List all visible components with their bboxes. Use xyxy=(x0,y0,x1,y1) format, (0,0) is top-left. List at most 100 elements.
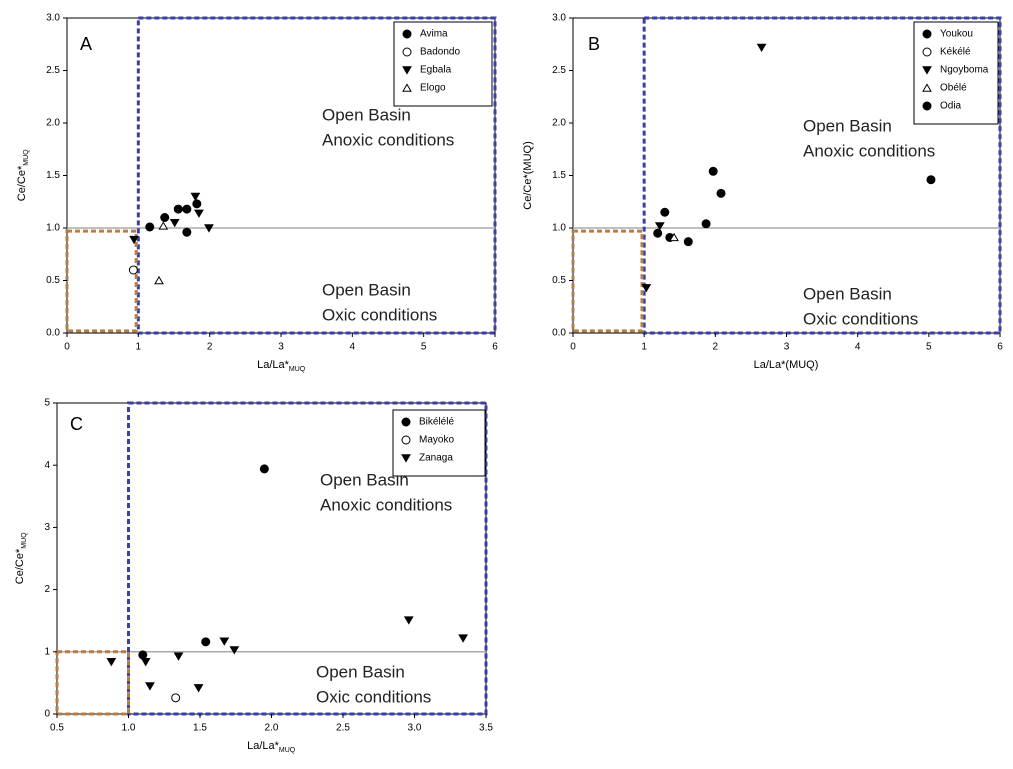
legend-label: Bikélélé xyxy=(419,417,454,428)
annotation: Anoxic conditions xyxy=(803,141,935,160)
y-tick-label: 3 xyxy=(44,522,50,533)
marker xyxy=(190,192,201,202)
marker xyxy=(229,646,240,655)
legend-label: Ngoyboma xyxy=(940,65,989,76)
y-tick-label: 0 xyxy=(44,709,50,720)
marker xyxy=(403,616,414,625)
legend-marker xyxy=(922,101,932,111)
marker xyxy=(169,219,180,228)
x-tick-label: 4 xyxy=(350,342,356,353)
y-tick-label: 2.0 xyxy=(46,118,60,129)
y-tick-label: 4 xyxy=(44,460,50,471)
y-tick-label: 1 xyxy=(44,646,50,657)
legend-marker xyxy=(402,47,412,57)
region xyxy=(642,16,1002,335)
y-tick-label: 2.5 xyxy=(46,65,60,76)
annotation: Anoxic conditions xyxy=(322,130,454,149)
y-tick-label: 0.5 xyxy=(46,275,60,286)
legend-marker xyxy=(401,435,411,445)
x-tick-label: 2.0 xyxy=(265,723,279,734)
marker xyxy=(173,652,184,661)
legend-label: Zanaga xyxy=(419,453,453,464)
legend-marker xyxy=(402,29,412,39)
legend-marker xyxy=(922,47,932,57)
panel-label: B xyxy=(588,34,600,54)
x-axis-label: La/La* xyxy=(257,359,290,371)
legend-label: Badondo xyxy=(420,47,460,58)
x-axis-label: La/La* xyxy=(247,740,280,752)
y-axis-label: Ce/Ce*(MUQ) xyxy=(522,141,534,209)
marker xyxy=(641,284,652,293)
y-tick-label: 2 xyxy=(44,584,50,595)
marker xyxy=(926,175,936,185)
y-axis-label: Ce/Ce* xyxy=(16,165,28,201)
marker xyxy=(653,228,663,238)
region xyxy=(127,401,488,716)
x-tick-label: 3 xyxy=(278,342,284,353)
x-tick-label: 1.0 xyxy=(122,723,136,734)
legend-label: Youkou xyxy=(940,29,973,40)
marker xyxy=(129,235,139,245)
legend-marker xyxy=(922,29,932,39)
y-tick-label: 5 xyxy=(44,398,50,409)
x-tick-label: 0 xyxy=(570,342,576,353)
x-tick-label: 5 xyxy=(421,342,427,353)
marker xyxy=(138,650,148,660)
marker xyxy=(660,207,670,217)
y-tick-label: 0.0 xyxy=(46,328,60,339)
y-tick-label: 2.0 xyxy=(552,118,566,129)
annotation: Anoxic conditions xyxy=(320,495,452,514)
y-tick-label: 3.0 xyxy=(552,13,566,24)
legend-marker xyxy=(922,83,932,92)
y-axis-label-group: Ce/Ce*MUQ xyxy=(16,149,30,201)
y-axis-label-group: Ce/Ce*MUQ xyxy=(14,532,28,584)
legend-marker xyxy=(402,83,412,92)
annotation: Open Basin xyxy=(322,105,411,124)
y-axis-label-group: Ce/Ce*(MUQ) xyxy=(522,141,534,209)
y-tick-label: 3.0 xyxy=(46,13,60,24)
marker xyxy=(708,166,718,176)
marker xyxy=(145,222,155,232)
x-tick-label: 0 xyxy=(64,342,70,353)
annotation: Oxic conditions xyxy=(322,305,437,324)
marker xyxy=(259,464,269,474)
legend-marker xyxy=(922,66,932,75)
panel-label: C xyxy=(70,414,83,434)
x-tick-label: 3.0 xyxy=(408,723,422,734)
x-tick-label: 3.5 xyxy=(479,723,493,734)
y-axis-label-sub: MUQ xyxy=(21,532,28,549)
marker xyxy=(154,275,164,285)
marker xyxy=(654,222,665,231)
marker xyxy=(683,237,693,247)
marker xyxy=(458,634,468,643)
region xyxy=(65,229,138,333)
legend-label: Elogo xyxy=(420,83,446,94)
x-tick-label: 2 xyxy=(207,342,213,353)
annotation: Open Basin xyxy=(803,116,892,135)
y-tick-label: 0.5 xyxy=(552,275,566,286)
x-axis-label: La/La*(MUQ) xyxy=(754,359,819,371)
marker xyxy=(204,224,214,233)
marker xyxy=(669,232,679,242)
legend-label: Mayoko xyxy=(419,435,454,446)
x-tick-label: 1 xyxy=(641,342,647,353)
y-axis-label: Ce/Ce* xyxy=(14,548,26,584)
x-tick-label: 1 xyxy=(136,342,142,353)
marker xyxy=(128,265,138,275)
region xyxy=(136,16,497,335)
y-axis-label-sub: MUQ xyxy=(23,149,30,166)
marker xyxy=(145,682,155,691)
x-tick-label: 1.5 xyxy=(193,723,207,734)
marker xyxy=(756,43,767,52)
x-tick-label: 5 xyxy=(926,342,932,353)
legend-marker xyxy=(401,454,411,463)
y-tick-label: 2.5 xyxy=(552,65,566,76)
x-tick-label: 2 xyxy=(713,342,719,353)
marker xyxy=(158,221,169,230)
annotation: Open Basin xyxy=(316,662,405,681)
x-axis-label-sub: MUQ xyxy=(289,366,306,373)
legend-label: Egbala xyxy=(420,65,452,76)
region xyxy=(571,229,644,333)
marker xyxy=(192,199,202,209)
marker xyxy=(106,658,117,667)
